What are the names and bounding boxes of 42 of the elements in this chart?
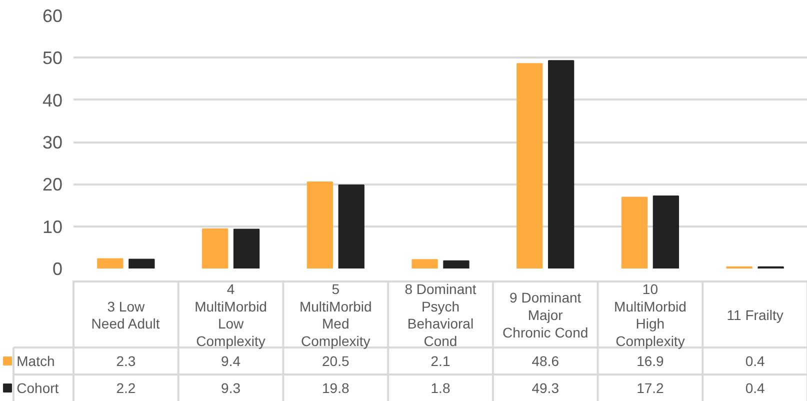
data-label: 2.1	[430, 353, 450, 369]
y-tick-label: 60	[42, 6, 63, 26]
data-label: 48.6	[532, 353, 560, 369]
x-tick-label: 11 Frailty	[726, 307, 784, 323]
bar	[443, 260, 470, 268]
bar	[516, 63, 543, 268]
data-label: 0.4	[745, 353, 766, 369]
data-label: 9.3	[221, 380, 241, 396]
data-label: 1.8	[430, 380, 450, 396]
bar	[202, 228, 228, 268]
bar	[652, 195, 680, 268]
x-tick-label: 5 MultiMorbid Med Complexity	[299, 281, 372, 349]
bar	[621, 196, 648, 268]
data-label: 2.3	[116, 353, 136, 369]
x-tick-label: 3 Low Need Adult	[91, 298, 160, 332]
x-tick-label: 10 MultiMorbid High Complexity	[614, 281, 686, 349]
data-label: 0.4	[745, 380, 766, 396]
y-tick-label: 20	[42, 174, 63, 195]
data-label: 2.2	[116, 380, 136, 396]
bar	[412, 259, 438, 268]
legend-label: Match	[16, 353, 55, 369]
bar	[338, 184, 364, 268]
data-label: 16.9	[636, 353, 664, 369]
data-label: 49.3	[532, 380, 560, 396]
y-tick-label: 10	[42, 216, 63, 237]
x-tick-label: 4 MultiMorbid Low Complexity	[194, 281, 267, 349]
bar	[233, 228, 260, 268]
data-label: 17.2	[636, 380, 664, 396]
y-tick-label: 0	[52, 259, 63, 279]
y-tick-label: 40	[42, 90, 63, 110]
bar	[548, 60, 574, 268]
x-tick-label: 9 Dominant Major Chronic Cond	[502, 290, 588, 340]
bar	[306, 182, 333, 268]
y-tick-label: 50	[42, 48, 63, 68]
y-tick-label: 30	[42, 132, 63, 152]
legend-label: Cohort	[16, 380, 59, 396]
x-tick-label: 8 Dominant Psych Behavioral Cond	[404, 281, 476, 349]
data-label: 19.8	[322, 380, 350, 396]
data-label: 9.4	[221, 353, 241, 369]
data-label: 20.5	[322, 353, 350, 369]
bar	[97, 258, 124, 268]
bar	[128, 258, 155, 268]
